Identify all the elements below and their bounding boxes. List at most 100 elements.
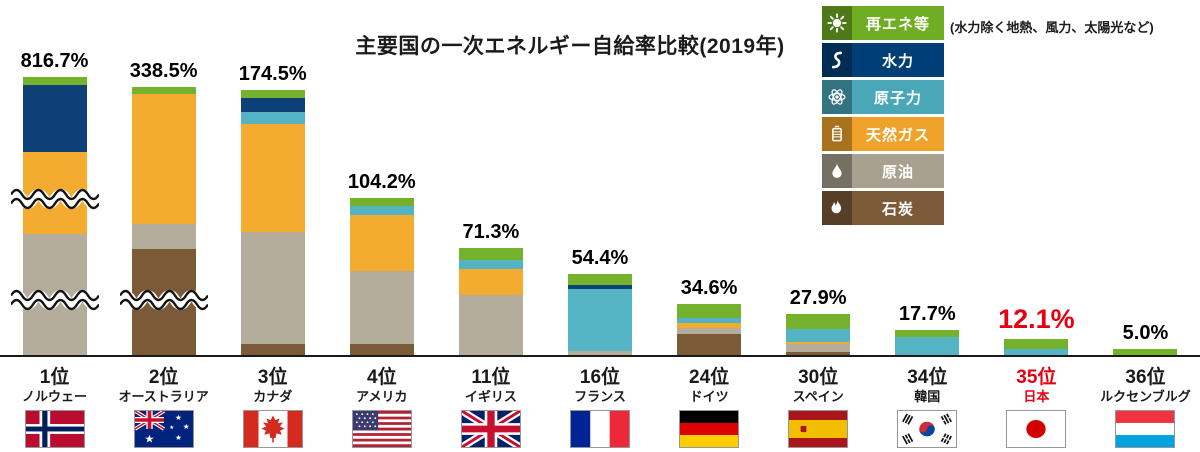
bar-korea [895,330,960,357]
flame-icon [822,191,852,225]
segment-nuclear [786,329,851,342]
x-axis-line [0,355,1200,358]
segment-nuclear [895,337,960,355]
oil-drop-icon [822,154,852,188]
segment-oil [349,271,414,344]
legend-item-label: 天然ガス [865,126,930,144]
legend-item-label: 原油 [881,163,914,181]
legend-item-coal: 石炭 [822,191,944,225]
bar-norway [5,77,104,357]
legend-item-label: 石炭 [881,200,914,218]
segment-oil [677,328,742,334]
country-label-australia: オーストラリア [118,389,209,404]
flag-uk-icon [460,410,521,448]
segment-coal [240,344,305,357]
segment-nuclear [677,318,742,323]
rank-label-japan: 35位 [1016,367,1057,388]
segment-oil [240,232,305,344]
segment-hydro [568,285,632,289]
flag-norway-icon [24,410,85,448]
country-label-luxembourg: ルクセンブルグ [1100,389,1191,404]
segment-gas [240,124,305,232]
segment-nuclear [568,289,632,351]
bar-luxembourg [1113,349,1178,357]
bar-spain [786,314,851,357]
value-label-norway: 816.7% [20,50,89,72]
flag-australia-icon: ★ ★ ★ ★ ★ [133,410,194,448]
rank-label-canada: 3位 [257,367,288,388]
segment-gas [131,94,196,224]
sun-icon [822,6,852,40]
rank-label-france: 16位 [579,367,621,388]
rank-label-uk: 11位 [471,367,511,388]
bar-germany [677,304,742,357]
flag-korea-icon [897,410,958,448]
rank-label-luxembourg: 36位 [1125,367,1166,388]
segment-renewable [786,314,851,329]
flag-france-icon [570,410,630,448]
segment-coal [677,334,742,357]
country-label-korea: 韓国 [914,389,941,404]
country-label-canada: カナダ [253,389,293,404]
legend-note: (水力除く地熱、風力、太陽光など) [950,20,1154,35]
bar-france [568,274,632,357]
country-label-spain: スペイン [792,389,844,404]
segment-nuclear [458,260,523,269]
legend-item-label: 水力 [881,52,914,70]
segment-renewable [1004,339,1069,349]
bar-canada [240,90,305,357]
segment-hydro [22,85,87,152]
atom-icon [822,80,852,114]
rank-label-usa: 4位 [367,367,397,388]
value-label-germany: 34.6% [680,277,738,299]
value-label-france: 54.4% [571,247,629,269]
flag-canada-icon [242,410,303,448]
svg-text:★: ★ [144,433,154,446]
segment-gas [22,152,87,234]
value-label-usa: 104.2% [347,171,416,193]
segment-oil [786,344,851,352]
country-label-japan: 日本 [1023,389,1050,404]
value-label-australia: 338.5% [129,60,198,82]
segment-renewable [22,77,87,85]
flag-japan-icon [1006,410,1067,448]
segment-renewable [131,87,196,94]
segment-nuclear [240,112,305,124]
segment-oil [131,224,196,249]
segment-oil [568,351,632,355]
value-label-canada: 174.5% [238,63,307,85]
value-label-spain: 27.9% [789,287,847,309]
bar-uk [458,248,523,357]
bar-australia [114,87,213,357]
rank-label-spain: 30位 [798,367,839,388]
legend-item-label: 再エネ等 [865,15,930,33]
country-label-norway: ノルウェー [22,389,88,404]
segment-coal [786,352,851,357]
country-label-usa: アメリカ [356,389,408,404]
legend-item-gas: 天然ガス [822,117,944,151]
svg-text:★: ★ [182,422,189,431]
segment-renewable [895,330,960,337]
segment-renewable [1113,349,1178,357]
country-label-uk: イギリス [464,389,517,404]
segment-gas [349,215,414,271]
svg-text:★: ★ [175,413,182,422]
value-label-japan: 12.1% [998,304,1075,334]
legend-item-hydro: 水力 [822,43,944,77]
gas-tank-icon [822,117,852,151]
segment-gas [458,269,523,295]
segment-renewable [458,248,523,260]
value-label-korea: 17.7% [898,303,956,325]
bar-usa [349,198,414,357]
segment-nuclear [1004,349,1069,356]
svg-text:★: ★ [175,433,182,442]
flag-luxembourg-icon [1115,410,1176,448]
svg-text:★: ★ [169,424,174,431]
segment-hydro [240,98,305,112]
water-icon [822,43,852,77]
segment-gas [677,323,742,328]
rank-label-korea: 34位 [907,367,948,388]
rank-label-norway: 1位 [39,367,70,388]
segment-oil [22,234,87,357]
